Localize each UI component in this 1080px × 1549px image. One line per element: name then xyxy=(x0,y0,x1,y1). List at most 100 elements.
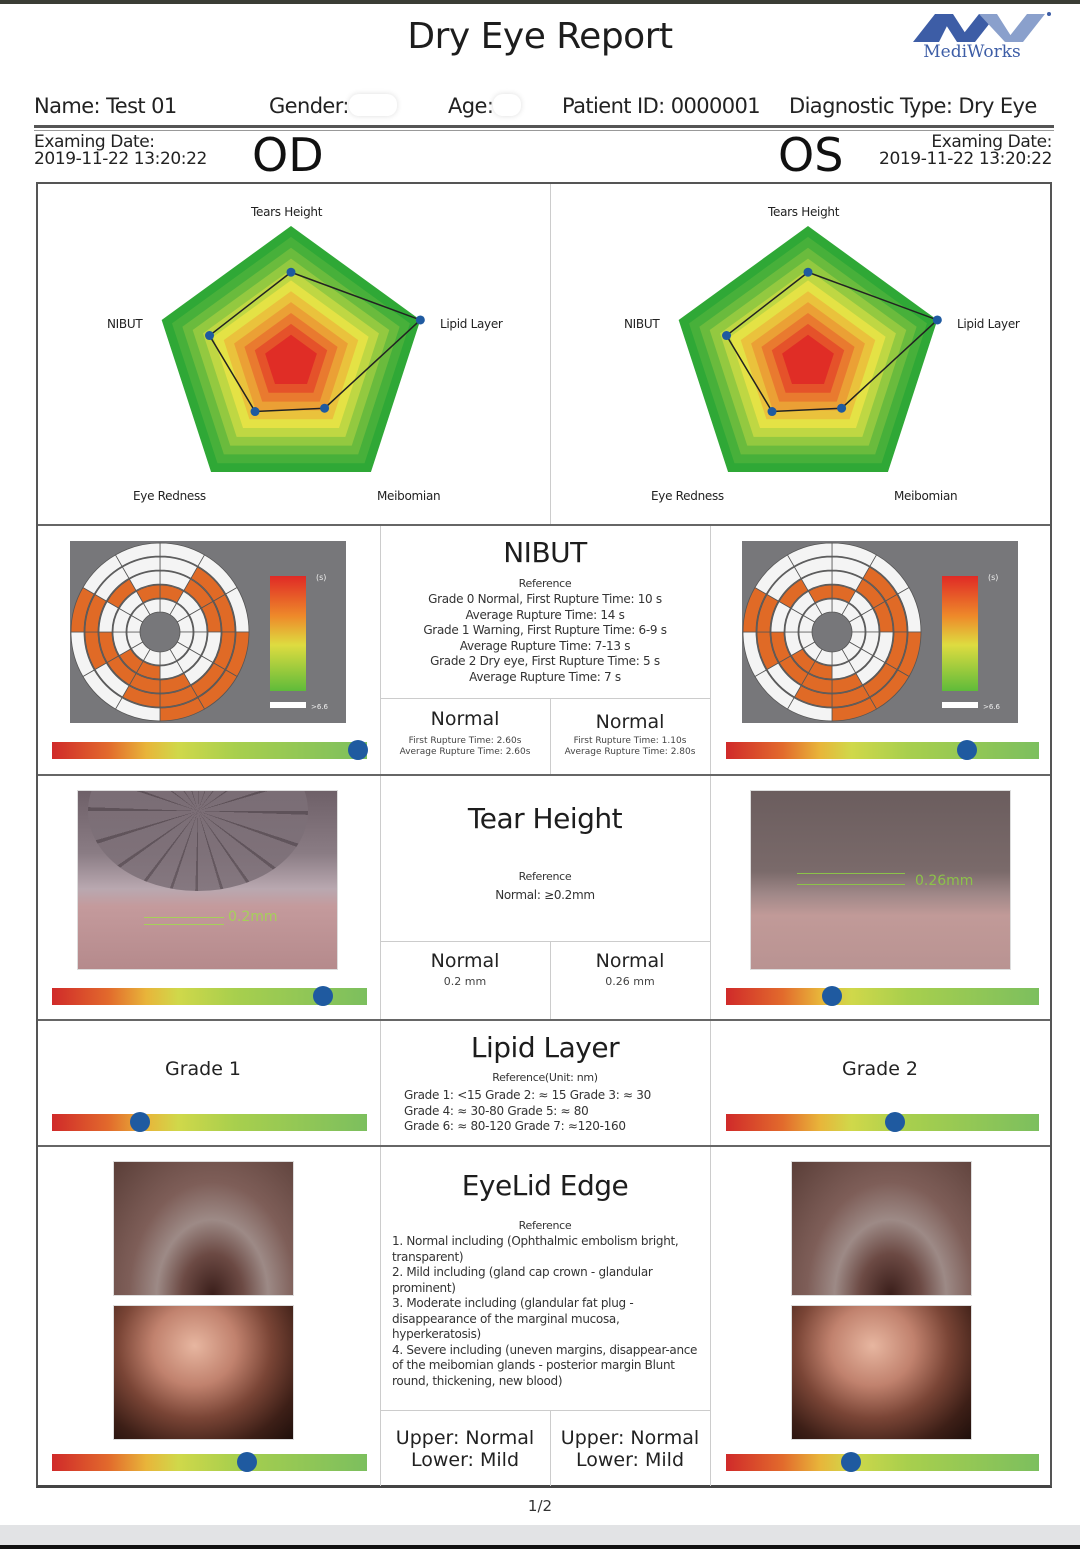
od-axis-meibomian: Meibomian xyxy=(377,489,441,503)
os-tear-indicator xyxy=(822,986,843,1006)
patient-name: Name: Test 01 xyxy=(34,94,177,118)
od-label: OD xyxy=(252,128,324,182)
divider xyxy=(710,776,711,1019)
top-border xyxy=(0,0,1080,4)
od-eyelid-scale xyxy=(52,1452,367,1472)
divider xyxy=(550,1410,551,1486)
divider xyxy=(710,1021,711,1145)
od-upper-eyelid-photo xyxy=(113,1161,294,1296)
od-tear-measure-line xyxy=(144,917,224,925)
od-radar-chart xyxy=(161,226,425,473)
os-lipid-indicator xyxy=(885,1112,906,1132)
radar-divider xyxy=(550,184,551,524)
gender-field: Gender: xyxy=(269,94,397,118)
od-exam-date: Examing Date: 2019-11-22 13:20:22 xyxy=(34,134,207,168)
gender-redacted xyxy=(348,94,397,116)
lipid-layer-title: Lipid Layer xyxy=(470,1031,620,1064)
os-nibut-map-unit: (s) xyxy=(988,573,999,582)
os-label: OS xyxy=(778,128,844,182)
gender-label: Gender: xyxy=(269,94,350,118)
os-eyelid-scale xyxy=(726,1452,1039,1472)
os-lower-eyelid-photo xyxy=(791,1305,972,1440)
diagnostic-type: Diagnostic Type: Dry Eye xyxy=(789,94,1037,118)
divider xyxy=(380,1021,381,1145)
os-eyelid-result: Upper: Normal Lower: Mild xyxy=(560,1427,700,1471)
lipid-layer-reference-label: Reference(Unit: nm) xyxy=(492,1071,598,1084)
age-field: Age: xyxy=(448,94,522,118)
os-axis-eye-redness: Eye Redness xyxy=(651,489,724,503)
nibut-title: NIBUT xyxy=(503,536,587,569)
lipid-layer-reference-text: Grade 1: <15 Grade 2: ≈ 15 Grade 3: ≈ 30… xyxy=(404,1088,651,1133)
od-tear-meniscus-photo: 0.2mm xyxy=(77,790,338,970)
os-axis-meibomian: Meibomian xyxy=(894,489,958,503)
os-nibut-map: (s) >6.6 xyxy=(742,541,1018,723)
header-divider-thin xyxy=(34,130,1054,131)
patient-info-row: Name: Test 01 Gender: Age: Patient ID: 0… xyxy=(34,94,1054,124)
nibut-reference-text: Grade 0 Normal, First Rupture Time: 10 s… xyxy=(423,592,667,684)
od-exam-date-value: 2019-11-22 13:20:22 xyxy=(34,149,207,169)
od-nibut-map-legend-max: >6.6 xyxy=(311,703,328,711)
os-tear-overlay-value: 0.26mm xyxy=(915,873,974,889)
od-nibut-map: (s) >6.6 xyxy=(70,541,346,723)
od-lower-eyelid-photo xyxy=(113,1305,294,1440)
os-nibut-detail: First Rupture Time: 1.10s Average Ruptur… xyxy=(564,736,696,757)
od-tear-result: Normal xyxy=(430,950,500,972)
od-nibut-scale xyxy=(52,740,368,760)
divider xyxy=(380,698,710,699)
od-nibut-map-unit: (s) xyxy=(316,573,327,582)
od-tear-overlay-value: 0.2mm xyxy=(228,909,278,925)
od-nibut-result: Normal xyxy=(430,708,500,730)
eyelid-ref-item: 4. Severe including (uneven margins, dis… xyxy=(392,1342,698,1388)
report-body: Tears Height Lipid Layer Meibomian Eye R… xyxy=(36,182,1052,1488)
report-title: Dry Eye Report xyxy=(407,16,673,57)
od-lipid-scale xyxy=(52,1112,367,1132)
os-nibut-scale xyxy=(726,740,1039,760)
eyelid-edge-reference-label: Reference xyxy=(518,1219,572,1232)
page-number: 1/2 xyxy=(527,1497,553,1515)
od-axis-nibut: NIBUT xyxy=(107,317,143,331)
divider xyxy=(550,698,551,774)
lipid-layer-section: Grade 1 Grade 2 Lipid Layer Reference(Un… xyxy=(38,1021,1050,1147)
os-tear-result: Normal xyxy=(595,950,665,972)
eyelid-ref-item: 3. Moderate including (glandular fat plu… xyxy=(392,1296,634,1341)
patient-id: Patient ID: 0000001 xyxy=(562,94,761,118)
divider xyxy=(380,1410,710,1411)
os-tear-scale xyxy=(726,986,1039,1006)
os-radar-chart xyxy=(678,226,942,473)
tear-height-title: Tear Height xyxy=(467,802,623,835)
od-eyelid-result: Upper: Normal Lower: Mild xyxy=(395,1427,535,1471)
od-eyelid-indicator xyxy=(237,1452,258,1472)
os-nibut-map-legend-max: >6.6 xyxy=(983,703,1000,711)
os-nibut-indicator xyxy=(957,740,977,760)
os-upper-eyelid-photo xyxy=(791,1161,972,1296)
eyelid-ref-item: 1. Normal including (Ophthalmic embolism… xyxy=(392,1234,679,1264)
tear-height-reference-text: Normal: ≥0.2mm xyxy=(495,888,595,902)
od-tear-indicator xyxy=(312,986,333,1006)
od-axis-eye-redness: Eye Redness xyxy=(133,489,206,503)
od-nibut-wheel-icon xyxy=(70,542,306,722)
divider xyxy=(550,941,551,1019)
divider xyxy=(380,1147,381,1486)
od-nibut-detail: First Rupture Time: 2.60s Average Ruptur… xyxy=(399,736,531,757)
od-exam-date-label: Examing Date: xyxy=(34,132,155,152)
os-exam-date-value: 2019-11-22 13:20:22 xyxy=(879,149,1052,169)
divider xyxy=(380,526,381,774)
os-nibut-wheel-icon xyxy=(742,542,978,722)
od-placido-rings xyxy=(88,791,308,891)
viewer-bottom-edge xyxy=(0,1545,1080,1549)
age-label: Age: xyxy=(448,94,494,118)
od-tear-scale xyxy=(52,986,367,1006)
od-lipid-grade: Grade 1 xyxy=(164,1058,242,1080)
divider xyxy=(710,526,711,774)
od-lipid-indicator xyxy=(130,1112,151,1132)
os-tear-meniscus-photo: 0.26mm xyxy=(750,790,1011,970)
os-eyelid-indicator xyxy=(841,1452,862,1472)
od-axis-lipid-layer: Lipid Layer xyxy=(440,317,503,331)
divider xyxy=(380,776,381,1019)
logo-text: MediWorks xyxy=(923,42,1021,62)
nibut-reference-label: Reference xyxy=(518,577,572,590)
os-axis-tears-height: Tears Height xyxy=(768,205,840,219)
os-axis-nibut: NIBUT xyxy=(624,317,660,331)
eyelid-edge-reference-list: 1. Normal including (Ophthalmic embolism… xyxy=(392,1234,702,1389)
os-exam-date-label: Examing Date: xyxy=(931,132,1052,152)
